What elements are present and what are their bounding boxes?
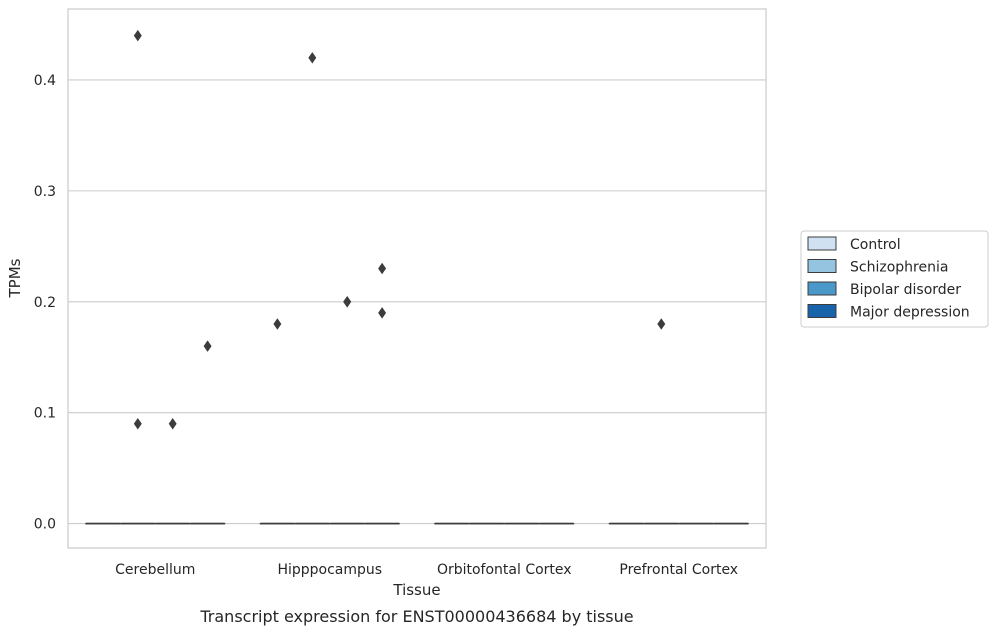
y-axis-title: TPMs bbox=[6, 258, 24, 298]
outlier-point bbox=[134, 419, 141, 429]
x-tick-label: Orbitofontal Cortex bbox=[437, 562, 572, 578]
y-tick-label: 0.4 bbox=[34, 73, 56, 89]
x-tick-label: Prefrontal Cortex bbox=[619, 562, 738, 578]
legend-label: Bipolar disorder bbox=[850, 282, 961, 298]
legend-swatch-bipolar-disorder bbox=[808, 282, 836, 295]
outlier-point bbox=[204, 341, 211, 351]
outlier-layer bbox=[134, 30, 665, 429]
chart-caption: Transcript expression for ENST0000043668… bbox=[199, 607, 633, 626]
outlier-point bbox=[379, 308, 386, 318]
legend-swatch-major-depression bbox=[808, 305, 836, 318]
y-tick-label: 0.2 bbox=[34, 295, 56, 311]
grid-layer bbox=[68, 80, 766, 524]
x-tick-label: Hipppocampus bbox=[277, 562, 382, 578]
outlier-point bbox=[274, 319, 281, 329]
legend: Control Schizophrenia Bipolar disorder Majo… bbox=[801, 231, 988, 327]
outlier-point bbox=[379, 263, 386, 273]
legend-label: Schizophrenia bbox=[850, 260, 948, 276]
y-tick-label: 0.3 bbox=[34, 184, 56, 200]
legend-swatch-schizophrenia bbox=[808, 260, 836, 273]
legend-swatch-control bbox=[808, 237, 836, 250]
outlier-point bbox=[658, 319, 665, 329]
legend-label: Major depression bbox=[850, 305, 970, 321]
x-axis-title: Tissue bbox=[392, 581, 440, 599]
outlier-point bbox=[309, 53, 316, 63]
y-axis-ticks: 0.0 0.1 0.2 0.3 0.4 bbox=[34, 73, 56, 533]
outlier-point bbox=[134, 30, 141, 40]
y-tick-label: 0.1 bbox=[34, 406, 56, 422]
x-axis-ticks: Cerebellum Hipppocampus Orbitofontal Corte… bbox=[115, 562, 738, 578]
y-tick-label: 0.0 bbox=[34, 517, 56, 533]
plot-frame bbox=[68, 9, 766, 548]
legend-label: Control bbox=[850, 237, 901, 253]
outlier-point bbox=[169, 419, 176, 429]
x-tick-label: Cerebellum bbox=[115, 562, 195, 578]
outlier-point bbox=[344, 297, 351, 307]
